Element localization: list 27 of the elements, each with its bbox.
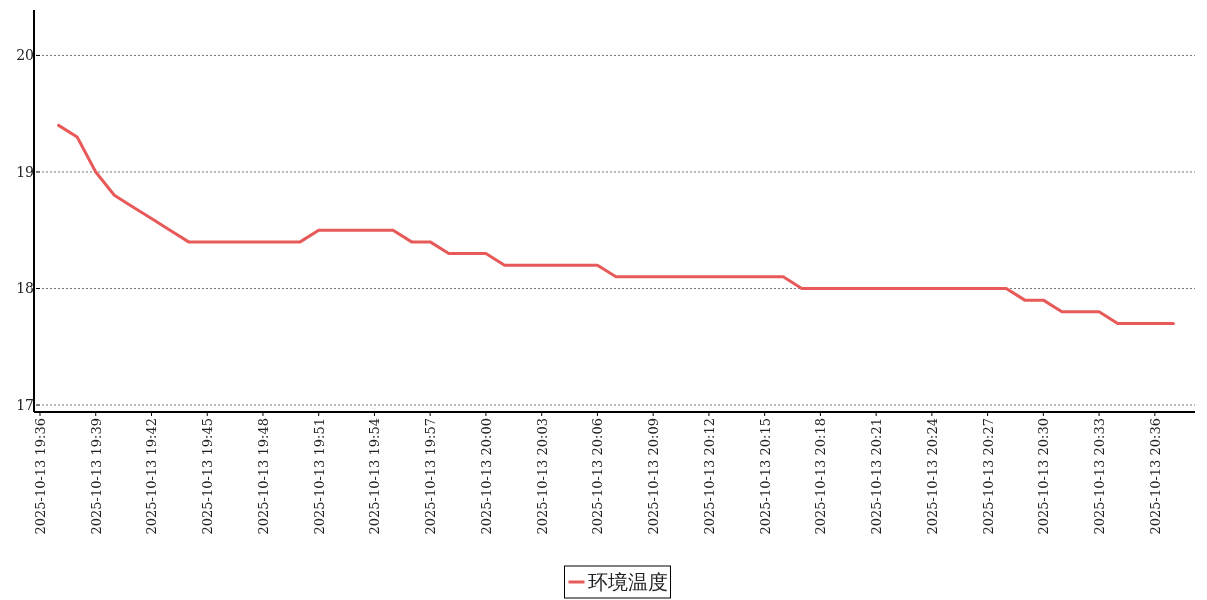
x-tick-label: 2025-10-13 20:33 [1092,418,1108,535]
y-tick-label: 20 [16,47,34,64]
x-tick-label: 2025-10-13 20:27 [980,418,996,535]
x-tick-label: 2025-10-13 20:24 [924,418,940,535]
y-tick-label: 19 [16,163,34,180]
x-tick-label: 2025-10-13 20:03 [534,418,550,535]
x-tick-label: 2025-10-13 20:12 [701,418,717,535]
x-tick-label: 2025-10-13 19:51 [311,418,327,535]
x-tick-label: 2025-10-13 20:18 [813,418,829,535]
x-tick-label: 2025-10-13 20:21 [869,418,885,535]
legend-label: 环境温度 [587,570,668,594]
x-tick-label: 2025-10-13 20:36 [1147,418,1163,535]
x-tick-label: 2025-10-13 20:15 [757,418,773,535]
y-tick-label: 17 [16,397,34,414]
line-series [57,123,1175,325]
x-tick-label: 2025-10-13 19:57 [423,418,439,535]
x-tick-label: 2025-10-13 20:09 [646,418,662,535]
x-tick-label: 2025-10-13 19:42 [144,418,160,535]
x-tick-label: 2025-10-13 19:45 [200,418,216,535]
x-tick-label: 2025-10-13 20:00 [478,418,494,535]
x-tick-label: 2025-10-13 20:30 [1036,418,1052,535]
x-tick-label: 2025-10-13 20:06 [590,418,606,535]
x-tick-label: 2025-10-13 19:54 [367,418,383,535]
x-tick-label: 2025-10-13 19:48 [255,418,271,535]
y-tick-label: 18 [16,280,34,297]
x-tick-label: 2025-10-13 19:36 [33,418,48,535]
x-tick-label: 2025-10-13 19:39 [88,418,104,535]
